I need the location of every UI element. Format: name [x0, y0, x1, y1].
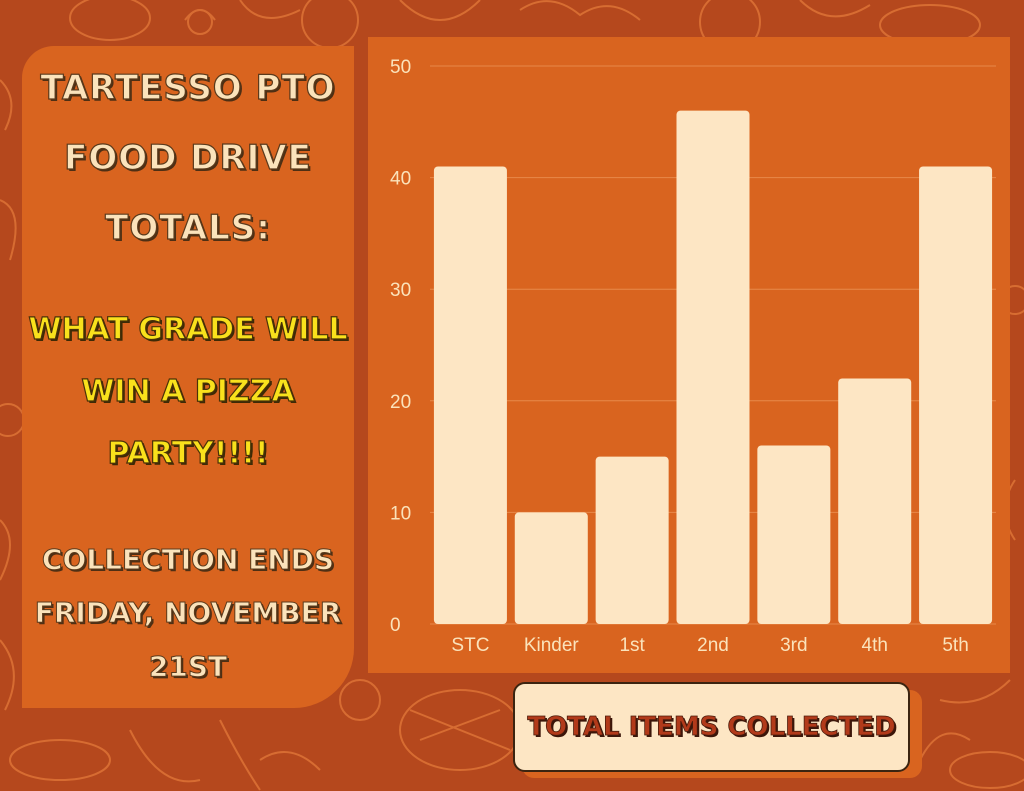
x-tick-label: 4th — [862, 635, 888, 656]
y-tick-label: 10 — [390, 503, 411, 524]
deadline-line-2: Friday, November — [34, 596, 342, 630]
bar-2nd — [676, 110, 750, 624]
bar-1st — [595, 456, 669, 624]
x-tick-label: 5th — [942, 635, 968, 656]
info-panel — [22, 46, 354, 708]
legend: Total Items Collected — [513, 682, 910, 772]
x-tick-label: 3rd — [780, 635, 807, 656]
poster-title-line-1: Tartesso PTO — [40, 67, 336, 108]
x-tick-label: 1st — [619, 635, 645, 656]
x-tick-label: Kinder — [524, 635, 580, 656]
deadline-line-1: Collection ends — [41, 543, 335, 577]
poster-title-line-3: Totals: — [105, 207, 271, 248]
bar-4th — [838, 378, 912, 624]
bar-5th — [919, 166, 993, 624]
y-tick-label: 40 — [390, 169, 411, 190]
deadline-line-3: 21st — [148, 650, 228, 684]
bar-stc — [433, 166, 507, 624]
question-line-2: win a pizza — [81, 373, 296, 409]
x-tick-label: STC — [451, 635, 489, 656]
y-tick-label: 50 — [390, 57, 411, 78]
question-line-3: party!!!! — [107, 435, 269, 471]
legend-label: Total Items Collected — [527, 712, 896, 743]
y-tick-label: 20 — [390, 392, 411, 413]
bar-kinder — [514, 512, 588, 624]
x-tick-label: 2nd — [697, 635, 729, 656]
bar-3rd — [757, 445, 831, 624]
bar-chart: 0 10 20 30 40 50 STC Kinder 1st 2nd 3rd 4th 5th — [390, 57, 996, 656]
y-tick-label: 0 — [390, 615, 401, 636]
question-line-1: What grade will — [28, 311, 348, 347]
poster-title-line-2: Food Drive — [64, 137, 312, 178]
y-tick-label: 30 — [390, 280, 411, 301]
